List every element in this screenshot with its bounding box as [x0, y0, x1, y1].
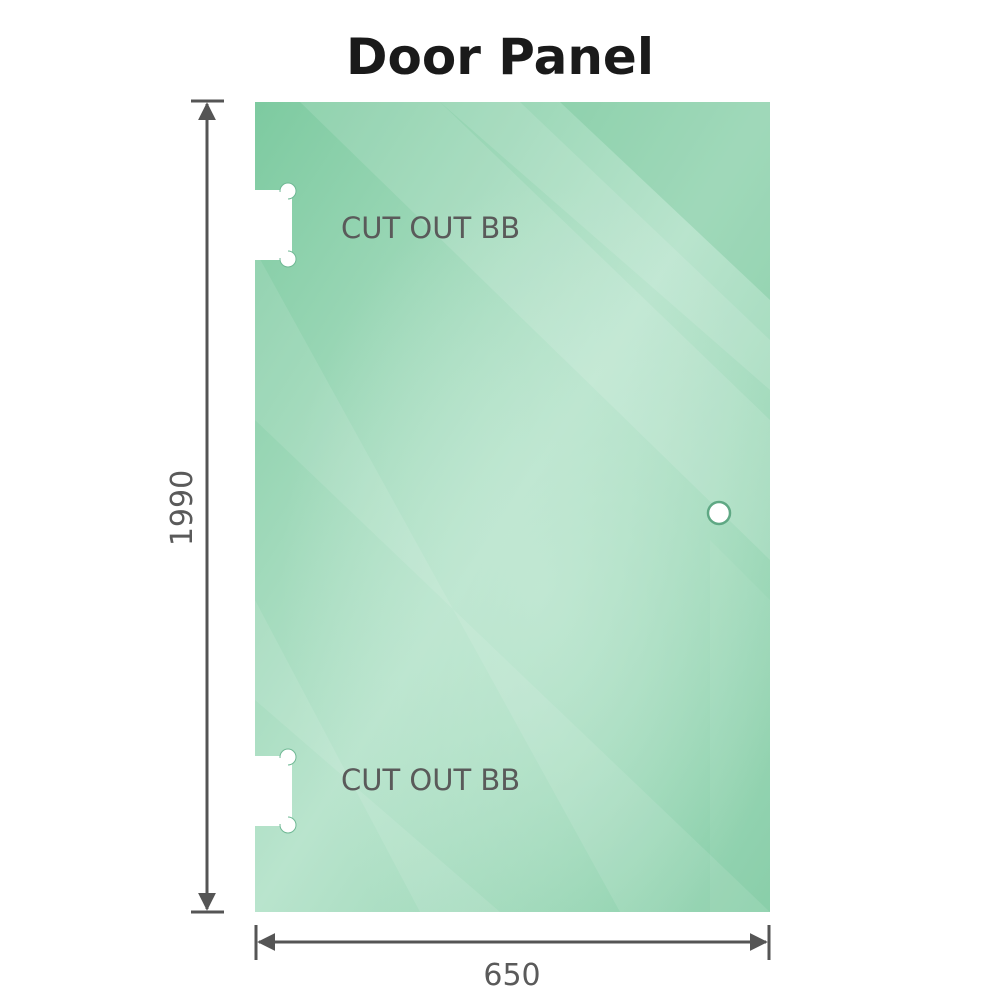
width-dimension: 650: [254, 925, 771, 993]
cutout-bottom: [250, 748, 297, 834]
width-label: 650: [483, 958, 540, 993]
height-label: 1990: [165, 470, 200, 546]
cutout-top-label: CUT OUT BB: [341, 211, 520, 245]
glass-panel: [250, 102, 770, 912]
height-dimension: 1990: [165, 99, 224, 914]
diagram-title: Door Panel: [346, 28, 654, 86]
handle-hole: [706, 500, 732, 526]
cutout-bottom-label: CUT OUT BB: [341, 763, 520, 797]
cutout-top: [250, 182, 297, 268]
